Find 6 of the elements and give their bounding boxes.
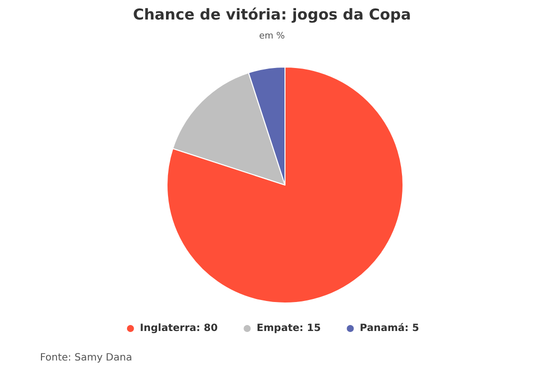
source-note: Fonte: Samy Dana bbox=[40, 352, 132, 364]
legend-label: Inglaterra: 80 bbox=[140, 323, 218, 334]
chart-subtitle: em % bbox=[259, 32, 286, 42]
chart-title: Chance de vitória: jogos da Copa bbox=[132, 6, 412, 24]
legend-label: Empate: 15 bbox=[256, 323, 321, 334]
legend-label: Panamá: 5 bbox=[360, 323, 420, 334]
